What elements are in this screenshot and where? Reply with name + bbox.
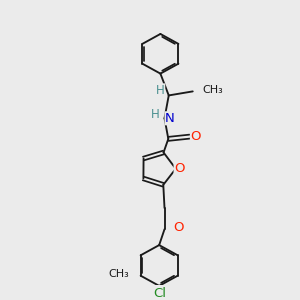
Text: N: N — [165, 112, 175, 125]
Text: CH₃: CH₃ — [202, 85, 223, 95]
Text: Cl: Cl — [153, 287, 166, 300]
Text: O: O — [190, 130, 201, 143]
Text: CH₃: CH₃ — [109, 269, 129, 279]
Text: O: O — [173, 221, 183, 234]
Text: O: O — [174, 162, 184, 175]
Text: H: H — [156, 84, 165, 97]
Text: H: H — [151, 108, 159, 122]
